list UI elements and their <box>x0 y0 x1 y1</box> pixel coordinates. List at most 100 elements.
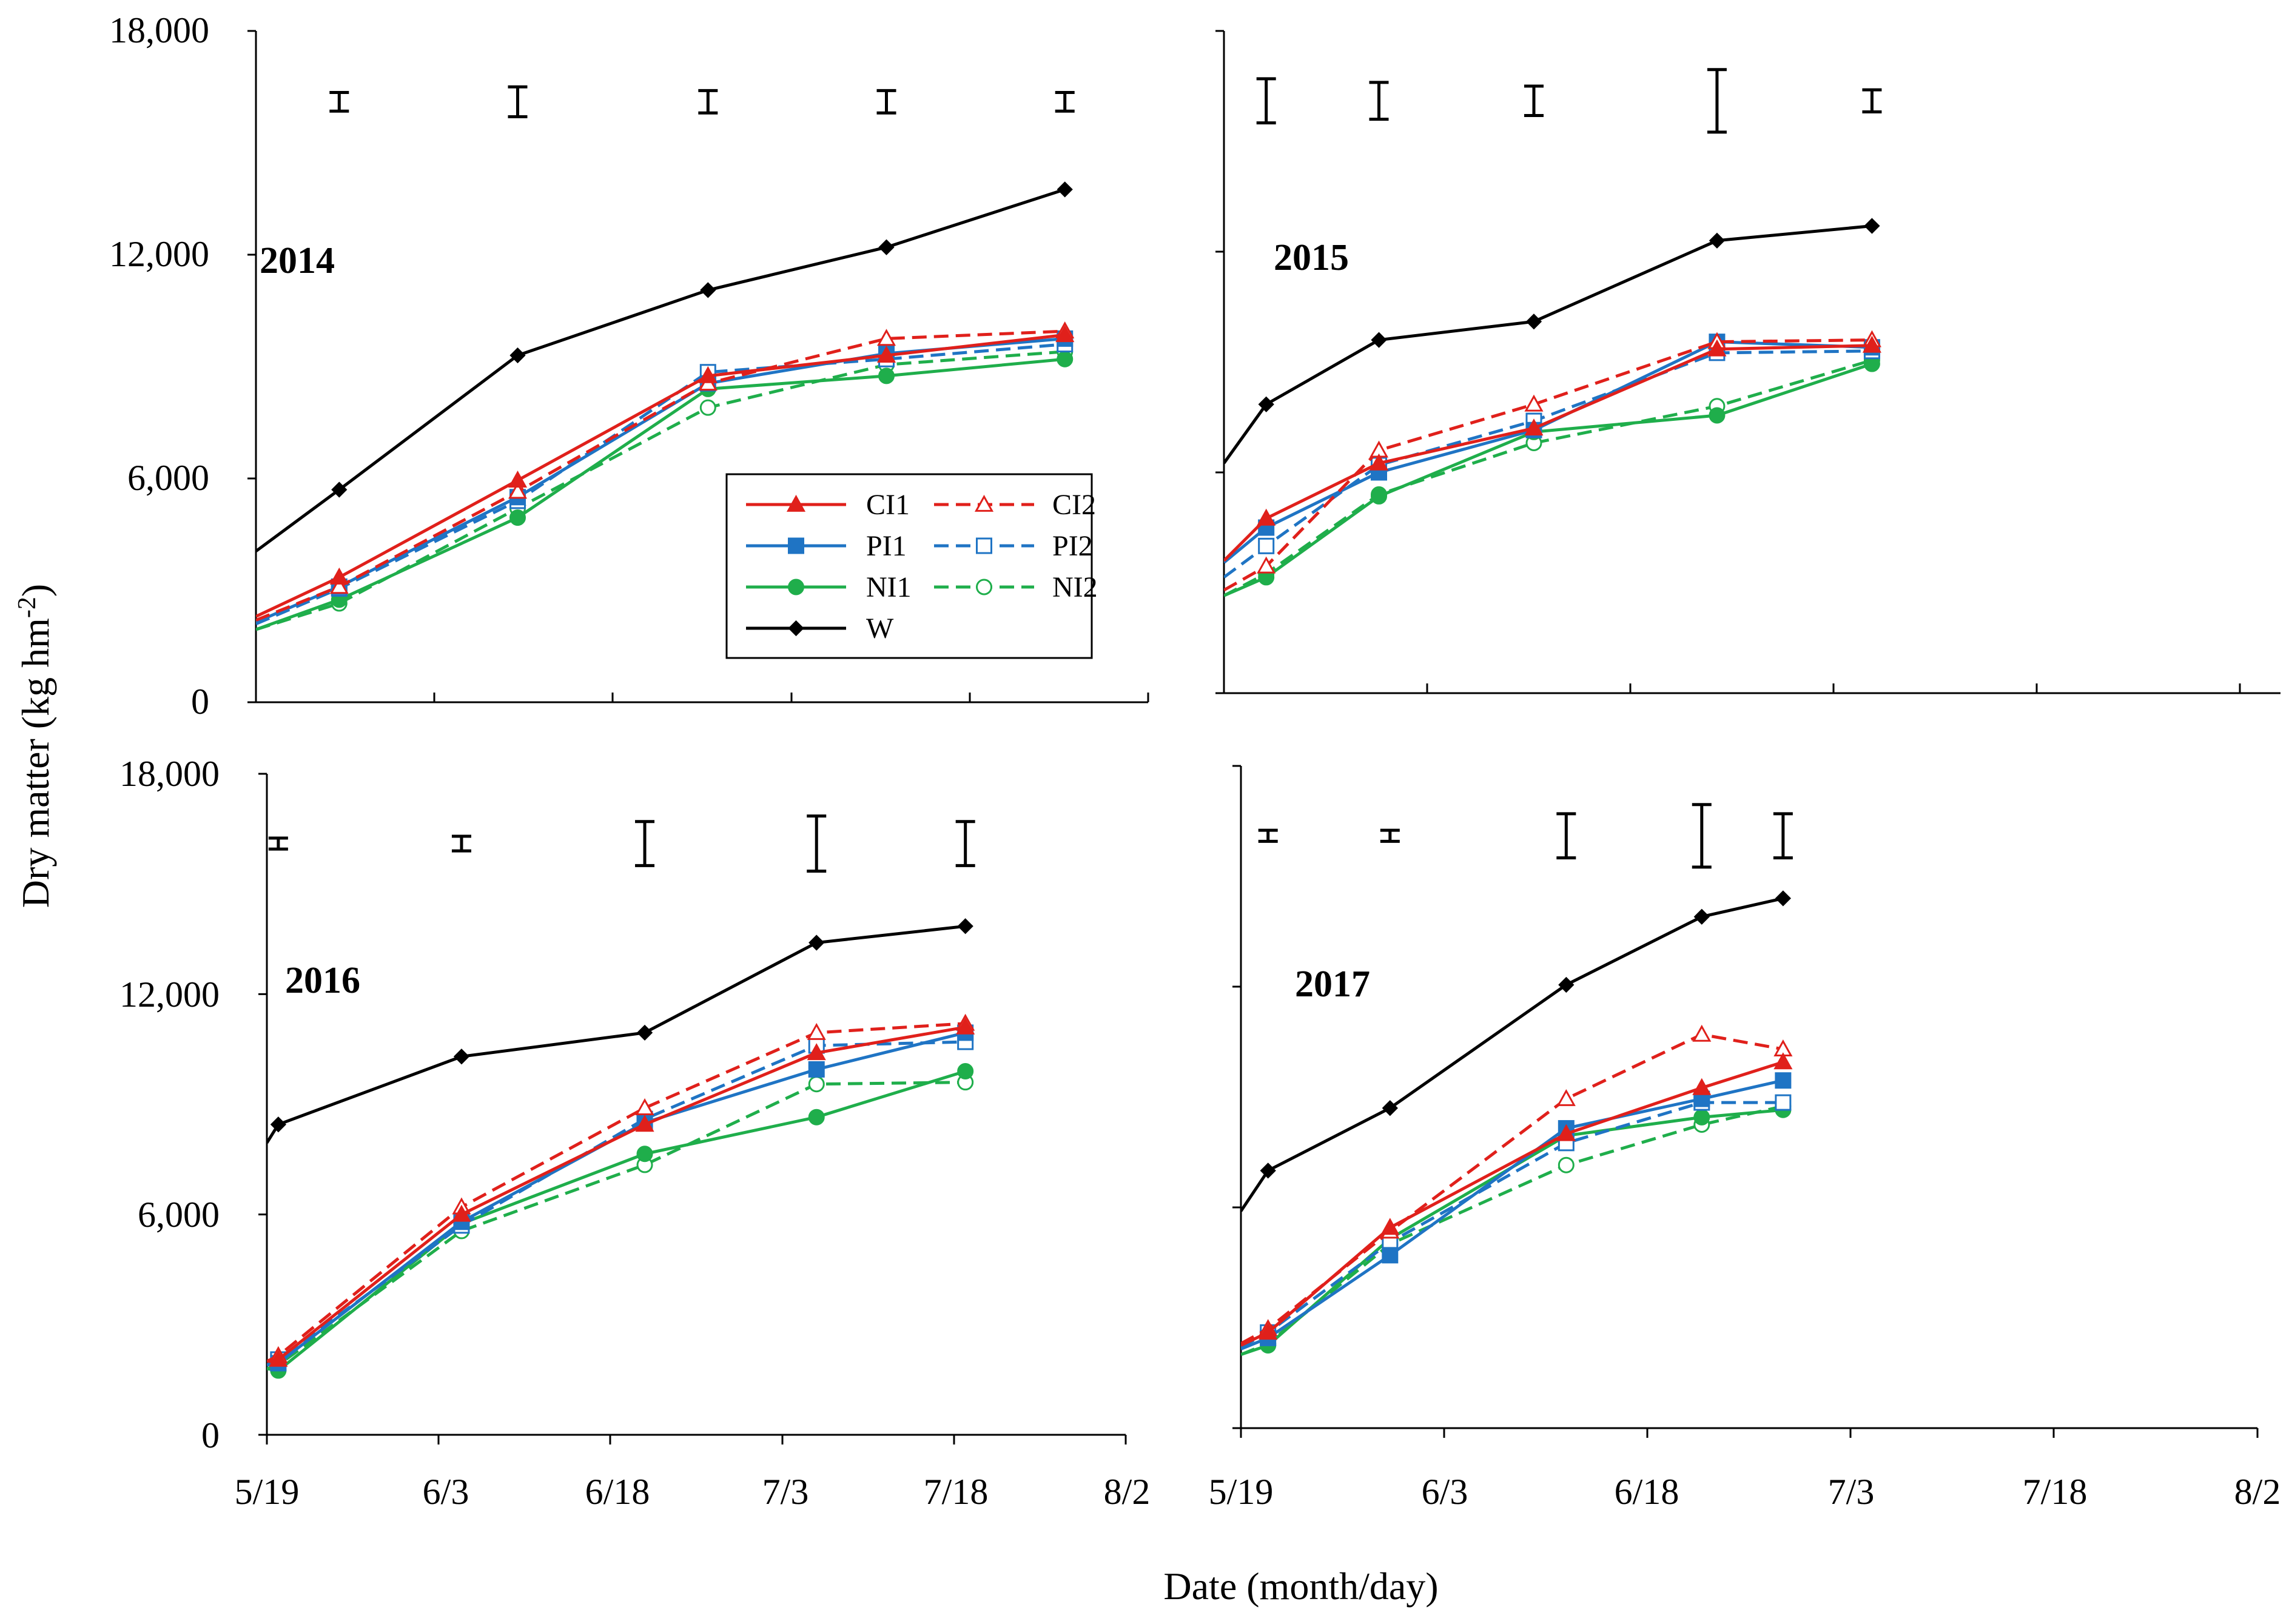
x-tick-label-left-8-2: 8/2 <box>1104 1472 1151 1512</box>
y-tick-labels-top: 0 6,000 12,000 18,000 <box>109 10 209 722</box>
legend-label-ci1: CI1 <box>866 489 910 521</box>
point-ni1-3 <box>878 367 895 384</box>
legend-label-ci2: CI2 <box>1052 489 1096 521</box>
x-tick-label-left-7-18: 7/18 <box>924 1472 989 1512</box>
point-ci1-0 <box>329 567 349 585</box>
series-line-ni1 <box>256 357 1065 631</box>
point-ni1-4 <box>957 1063 974 1079</box>
y-tick-label-bottom-12000: 12,000 <box>119 975 220 1015</box>
y-tick-labels-bottom: 0 6,000 12,000 18,000 <box>119 754 220 1455</box>
point-ci1-1 <box>452 1204 471 1222</box>
point-pi1-4 <box>1775 1072 1792 1089</box>
point-w-1 <box>1382 1100 1398 1116</box>
legend-marker-pi1 <box>788 537 804 554</box>
point-ni2-2 <box>699 399 716 416</box>
series-line-w <box>1224 224 1872 465</box>
point-ni1-3 <box>808 1109 825 1126</box>
error-bar-2 <box>1556 812 1576 860</box>
x-tick-label-left-5-19: 5/19 <box>235 1472 300 1512</box>
error-bar-3 <box>876 89 896 115</box>
point-ci1-4 <box>1862 335 1881 353</box>
point-ci1-4 <box>956 1017 975 1035</box>
panel-2015: 2015 <box>1215 30 2281 694</box>
point-w-0 <box>1258 396 1274 412</box>
point-w-3 <box>1709 232 1726 249</box>
y-tick-label-top-18000: 18,000 <box>109 10 209 50</box>
point-w-1 <box>1371 332 1387 348</box>
point-ci2-0 <box>1257 556 1276 574</box>
point-w-2 <box>1558 976 1575 993</box>
y-tick-label-bottom-6000: 6,000 <box>138 1195 220 1235</box>
legend-marker-ni2 <box>976 579 992 596</box>
series-group <box>1241 890 1793 1357</box>
point-pi2-0 <box>1258 537 1275 554</box>
x-tick-label-left-7-3: 7/3 <box>762 1472 809 1512</box>
point-pi1-3 <box>808 1061 825 1078</box>
series-line-ni2 <box>256 350 1065 631</box>
point-ci2-1 <box>508 481 528 499</box>
point-ci1-3 <box>1707 339 1727 357</box>
panel-2016: 2016 <box>258 773 1127 1444</box>
series-line-ni1 <box>1224 362 1873 597</box>
point-ci1-0 <box>1257 508 1276 526</box>
point-ci1-3 <box>876 345 896 363</box>
error-bar-4 <box>1773 812 1793 860</box>
series-line-ci2 <box>267 1022 966 1363</box>
x-tick-labels-left: 5/19 6/3 6/18 7/3 7/18 8/2 <box>235 1472 1151 1512</box>
series-group <box>267 918 975 1379</box>
error-bar-1 <box>508 85 528 118</box>
x-tick-label-right-5-19: 5/19 <box>1209 1472 1274 1512</box>
legend-marker-ci2 <box>974 494 994 512</box>
error-bar-3 <box>807 814 827 873</box>
legend-label-pi2: PI2 <box>1052 530 1093 562</box>
point-w-4 <box>1057 181 1073 198</box>
series-line-w <box>1241 896 1784 1212</box>
series-line-ci1 <box>267 1025 966 1363</box>
y-tick-label-top-12000: 12,000 <box>109 234 209 274</box>
point-w-1 <box>509 347 526 364</box>
point-ci1-0 <box>269 1349 288 1367</box>
point-w-2 <box>1525 314 1542 330</box>
error-bar-1 <box>1369 81 1389 121</box>
point-ci1-2 <box>1556 1124 1576 1141</box>
x-tick-label-left-6-18: 6/18 <box>585 1472 650 1512</box>
point-ci1-2 <box>1524 418 1544 436</box>
series-line-ci2 <box>256 329 1065 622</box>
panel-2014: 2014 <box>247 30 1149 703</box>
point-ci1-1 <box>1380 1218 1400 1235</box>
series-line-pi2 <box>1224 349 1872 579</box>
point-ni1-1 <box>509 509 526 526</box>
series-group <box>256 181 1075 631</box>
point-ci1-1 <box>1369 453 1389 471</box>
point-w-4 <box>1775 890 1791 907</box>
point-ni1-1 <box>1370 488 1387 505</box>
point-w-4 <box>957 918 973 934</box>
y-tick-label-bottom-0: 0 <box>201 1415 220 1455</box>
error-bar-4 <box>1055 90 1075 113</box>
legend-label-pi1: PI1 <box>866 530 907 562</box>
panel-title-2016: 2016 <box>285 960 360 1001</box>
point-ci1-3 <box>1692 1078 1712 1095</box>
x-tick-label-right-6-18: 6/18 <box>1615 1472 1679 1512</box>
error-bar-1 <box>1380 828 1400 843</box>
point-ni1-4 <box>1057 351 1074 367</box>
panel-title-2014: 2014 <box>260 240 335 281</box>
x-tick-label-right-8-2: 8/2 <box>2234 1472 2281 1512</box>
error-bar-4 <box>955 820 975 867</box>
y-axis-title-end: ) <box>14 584 57 597</box>
point-ni2-3 <box>808 1076 825 1093</box>
point-w-3 <box>878 239 895 255</box>
point-ni1-2 <box>636 1146 653 1163</box>
error-bar-0 <box>1256 77 1276 125</box>
point-ni2-2 <box>1558 1156 1575 1173</box>
series-line-pi1 <box>1224 340 1872 564</box>
y-tick-label-top-6000: 6,000 <box>127 458 209 498</box>
error-bar-2 <box>1524 84 1544 118</box>
error-bar-4 <box>1862 88 1882 113</box>
point-ci2-2 <box>635 1098 654 1115</box>
series-line-ni1 <box>267 1070 966 1372</box>
x-tick-label-left-6-3: 6/3 <box>423 1472 469 1512</box>
legend-marker-ci1 <box>786 494 806 512</box>
series-line-w <box>267 924 966 1144</box>
point-w-2 <box>700 282 716 298</box>
